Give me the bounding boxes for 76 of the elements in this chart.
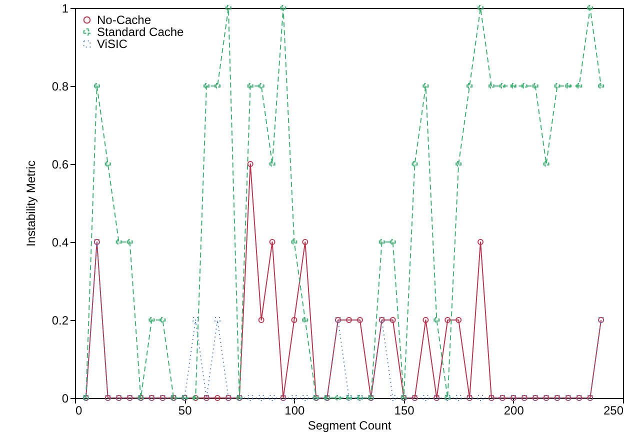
legend-label: Standard Cache bbox=[97, 25, 184, 39]
point bbox=[214, 395, 220, 401]
point bbox=[302, 239, 308, 245]
point bbox=[204, 83, 210, 89]
y-tick-label: 0 bbox=[62, 392, 69, 406]
x-tick-label: 0 bbox=[76, 404, 82, 418]
point bbox=[543, 161, 550, 167]
point bbox=[116, 239, 122, 245]
point bbox=[587, 5, 594, 11]
point bbox=[554, 83, 560, 89]
point bbox=[148, 317, 155, 323]
x-tick-label: 50 bbox=[178, 404, 192, 418]
point bbox=[598, 83, 604, 89]
x-axis-title: Segment Count bbox=[308, 418, 392, 432]
point bbox=[225, 5, 232, 11]
point bbox=[390, 239, 396, 245]
point bbox=[565, 83, 572, 89]
x-tick-label: 100 bbox=[284, 404, 306, 418]
point bbox=[346, 317, 352, 323]
point bbox=[488, 83, 494, 89]
point bbox=[456, 317, 462, 323]
point bbox=[291, 317, 298, 323]
y-tick-label: 0.6 bbox=[52, 158, 69, 172]
point bbox=[214, 83, 220, 89]
x-tick-label: 200 bbox=[504, 404, 524, 418]
point bbox=[390, 395, 396, 401]
point bbox=[521, 83, 528, 89]
point bbox=[478, 5, 484, 11]
point bbox=[258, 83, 264, 89]
point bbox=[576, 83, 582, 89]
point bbox=[269, 239, 276, 245]
point bbox=[510, 83, 516, 89]
y-tick-label: 0.2 bbox=[52, 314, 69, 328]
point bbox=[444, 317, 451, 323]
point bbox=[378, 239, 385, 245]
point bbox=[247, 395, 254, 401]
point bbox=[126, 239, 133, 245]
point bbox=[258, 317, 264, 323]
point bbox=[302, 395, 308, 401]
point bbox=[104, 161, 111, 167]
point bbox=[192, 317, 199, 323]
y-tick-label: 0.8 bbox=[52, 80, 69, 94]
point bbox=[422, 317, 429, 323]
point bbox=[466, 83, 473, 89]
legend-label: No-Cache bbox=[97, 13, 152, 27]
point bbox=[499, 83, 506, 89]
point bbox=[258, 395, 264, 401]
point bbox=[356, 317, 363, 323]
point bbox=[390, 317, 396, 323]
point bbox=[335, 395, 342, 401]
point bbox=[291, 395, 298, 401]
y-tick-label: 0.4 bbox=[52, 236, 69, 250]
point bbox=[478, 395, 484, 401]
point bbox=[478, 239, 484, 245]
point bbox=[269, 395, 276, 401]
point bbox=[247, 161, 254, 167]
point bbox=[214, 317, 220, 323]
point bbox=[160, 317, 166, 323]
x-tick-label: 250 bbox=[603, 404, 624, 418]
point bbox=[412, 161, 418, 167]
x-tick-label: 150 bbox=[394, 404, 415, 418]
point bbox=[422, 395, 429, 401]
point bbox=[269, 161, 276, 167]
point bbox=[280, 5, 286, 11]
point bbox=[291, 239, 298, 245]
point bbox=[532, 83, 538, 89]
point bbox=[434, 317, 440, 323]
legend-label: ViSIC bbox=[97, 37, 128, 51]
point bbox=[94, 83, 100, 89]
point bbox=[456, 161, 462, 167]
point bbox=[422, 83, 429, 89]
point bbox=[302, 317, 308, 323]
y-tick-label: 1 bbox=[62, 2, 69, 16]
y-axis-title: Instability Metric bbox=[24, 160, 38, 247]
point bbox=[247, 83, 254, 89]
point bbox=[456, 395, 462, 401]
